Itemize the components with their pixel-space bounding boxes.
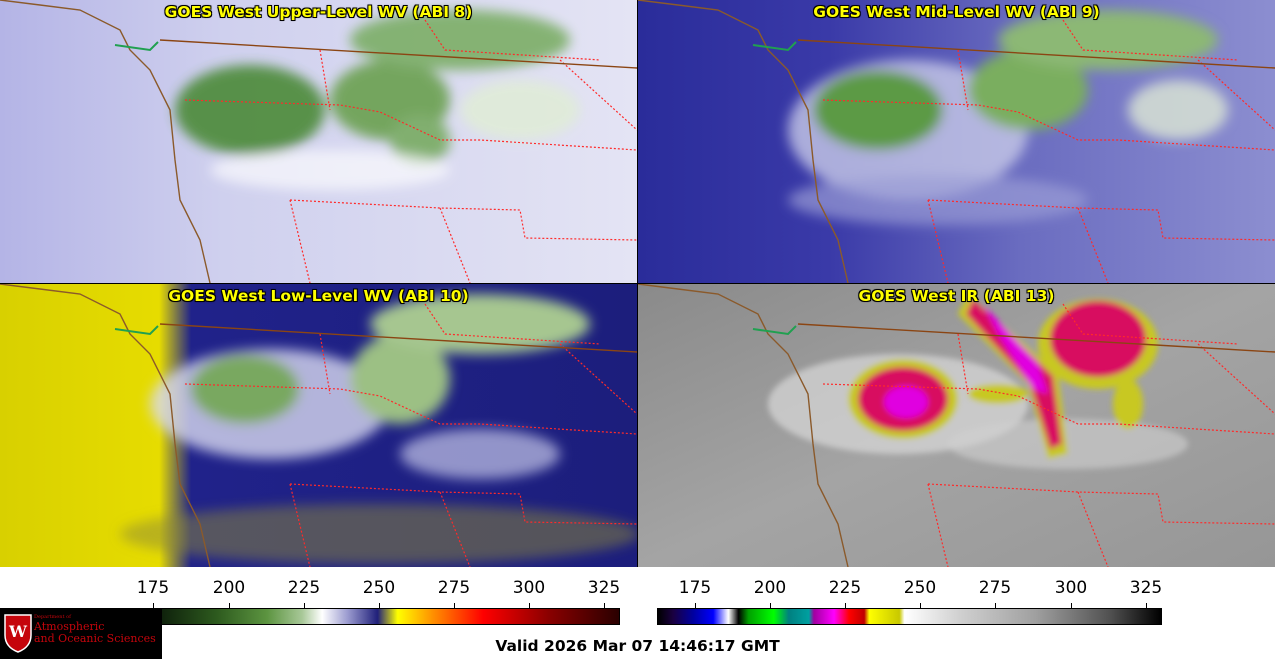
satellite-image-ir [638,284,1275,567]
ir-tick-label: 175 [678,578,712,598]
panel-ir: GOES West IR (ABI 13) [638,284,1275,567]
panel-mid-level-wv: GOES West Mid-Level WV (ABI 9) [638,0,1275,283]
ir-tick-label: 325 [1129,578,1163,598]
wv-tick-label: 175 [136,578,170,598]
ir-tick-label: 225 [828,578,862,598]
wv-tick-label: 225 [287,578,321,598]
panel-divider-horizontal [0,283,1275,284]
satellite-image-upper-wv [0,0,637,283]
ir-tick-label: 300 [1054,578,1088,598]
ir-tick-label: 275 [978,578,1012,598]
satellite-image-low-wv [0,284,637,567]
uw-crest-icon: W [4,614,32,653]
wv-tick-label: 300 [512,578,546,598]
wv-tick-label: 250 [362,578,396,598]
wv-tick-label: 200 [212,578,246,598]
logo-text: Department of Atmospheric and Oceanic Sc… [34,614,156,645]
wv-tick-label: 325 [587,578,621,598]
ir-tick-label: 250 [903,578,937,598]
panel-upper-level-wv: GOES West Upper-Level WV (ABI 8) [0,0,637,283]
wv-colorbar [115,608,620,625]
valid-time-label: Valid 2026 Mar 07 14:46:17 GMT [495,637,780,655]
svg-text:W: W [8,622,28,641]
wv-tick-label: 275 [437,578,471,598]
panel-low-level-wv: GOES West Low-Level WV (ABI 10) [0,284,637,567]
satellite-image-mid-wv [638,0,1275,283]
ir-colorbar [657,608,1162,625]
department-logo[interactable]: W Department of Atmospheric and Oceanic … [0,608,162,659]
ir-tick-label: 200 [753,578,787,598]
